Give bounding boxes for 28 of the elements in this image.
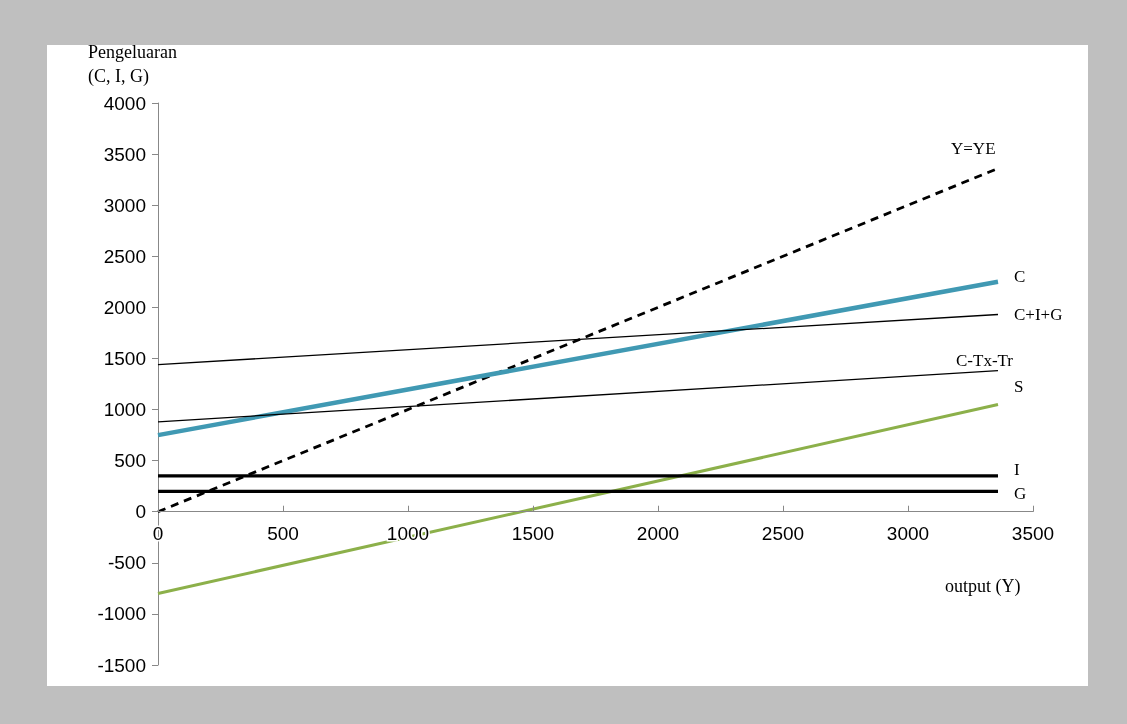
- y-tick-label: 4000: [103, 92, 146, 114]
- x-tick-label: 2000: [636, 522, 680, 544]
- x-tick-label: 3500: [1011, 522, 1055, 544]
- y-tick-label: 1000: [103, 399, 146, 421]
- x-tick-label: 2500: [761, 522, 805, 544]
- y-tick-label: 3500: [103, 143, 146, 165]
- series-label: C: [1014, 267, 1026, 287]
- y-tick-label: 500: [114, 450, 146, 472]
- x-tick-label: 1500: [511, 522, 555, 544]
- y-tick-label: 0: [135, 501, 146, 523]
- x-axis-title: output (Y): [945, 576, 1021, 597]
- x-tick-label: 3000: [886, 522, 930, 544]
- y-tick-label: 2500: [103, 245, 146, 267]
- y-axis-title: Pengeluaran (C, I, G): [88, 42, 177, 87]
- series-label: C-Tx-Tr: [956, 351, 1014, 371]
- y-tick-label: 2000: [103, 296, 146, 318]
- y-tick-label: -500: [107, 552, 146, 574]
- series-label: Y=YE: [951, 138, 996, 158]
- x-tick-label: 500: [267, 522, 299, 544]
- y-tick-label: 1500: [103, 347, 146, 369]
- series-label: S: [1014, 376, 1024, 396]
- series-label: C+I+G: [1014, 305, 1063, 325]
- y-tick-label: -1000: [97, 603, 146, 625]
- y-tick-label: 3000: [103, 194, 146, 216]
- x-tick-label: 0: [152, 522, 164, 544]
- series-label: I: [1014, 460, 1020, 480]
- y-tick-label: -1500: [97, 654, 146, 676]
- series-label: G: [1014, 483, 1027, 503]
